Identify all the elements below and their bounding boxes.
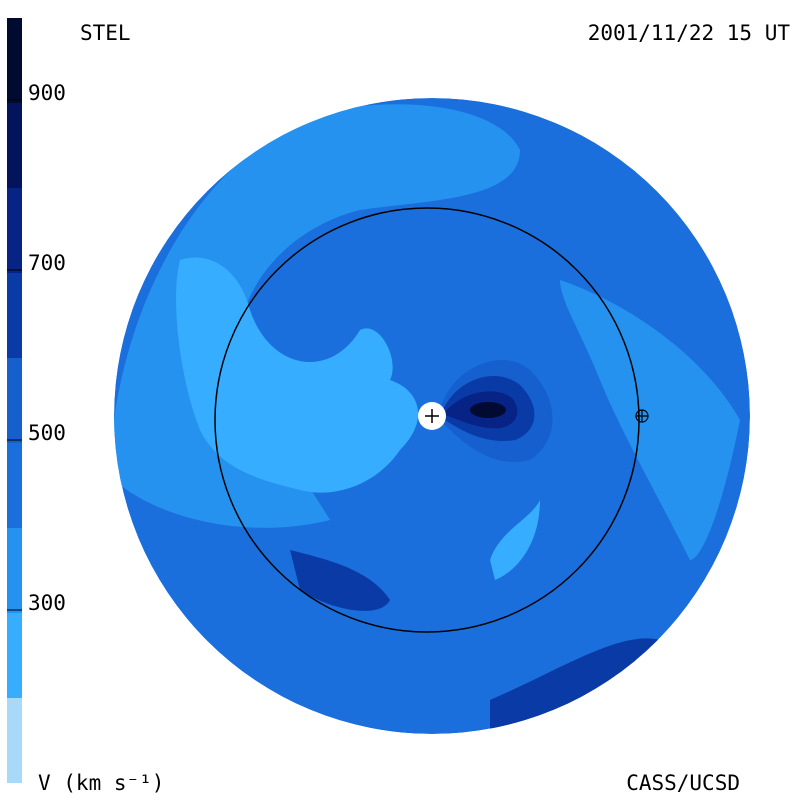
map-region [490,638,660,732]
source-label: STEL [80,21,131,45]
colorbar-ticks: 900 700 500 300 [7,81,66,615]
colorbar-label: V (km s⁻¹) [38,771,164,795]
color-band [7,188,22,273]
map-region [560,280,740,560]
color-band [7,613,22,698]
map-region [470,402,506,418]
color-band [7,698,22,783]
color-band [7,358,22,443]
colorbar [7,18,22,783]
colorbar-tick-label: 900 [28,81,66,105]
color-band [7,103,22,188]
credit: CASS/UCSD [626,771,740,795]
colorbar-tick-label: 700 [28,251,66,275]
earth-orbit [214,207,640,633]
map-region [176,257,419,493]
map-region [290,550,390,611]
colorbar-tick-label: 300 [28,591,66,615]
color-band [7,18,22,103]
timestamp: 2001/11/22 15 UT [588,21,791,45]
color-band [7,528,22,613]
map-region [490,500,540,580]
earth-marker [636,410,648,422]
colorbar-tick-label: 500 [28,421,66,445]
color-band [7,443,22,528]
sun-marker [425,409,439,423]
color-band [7,273,22,358]
